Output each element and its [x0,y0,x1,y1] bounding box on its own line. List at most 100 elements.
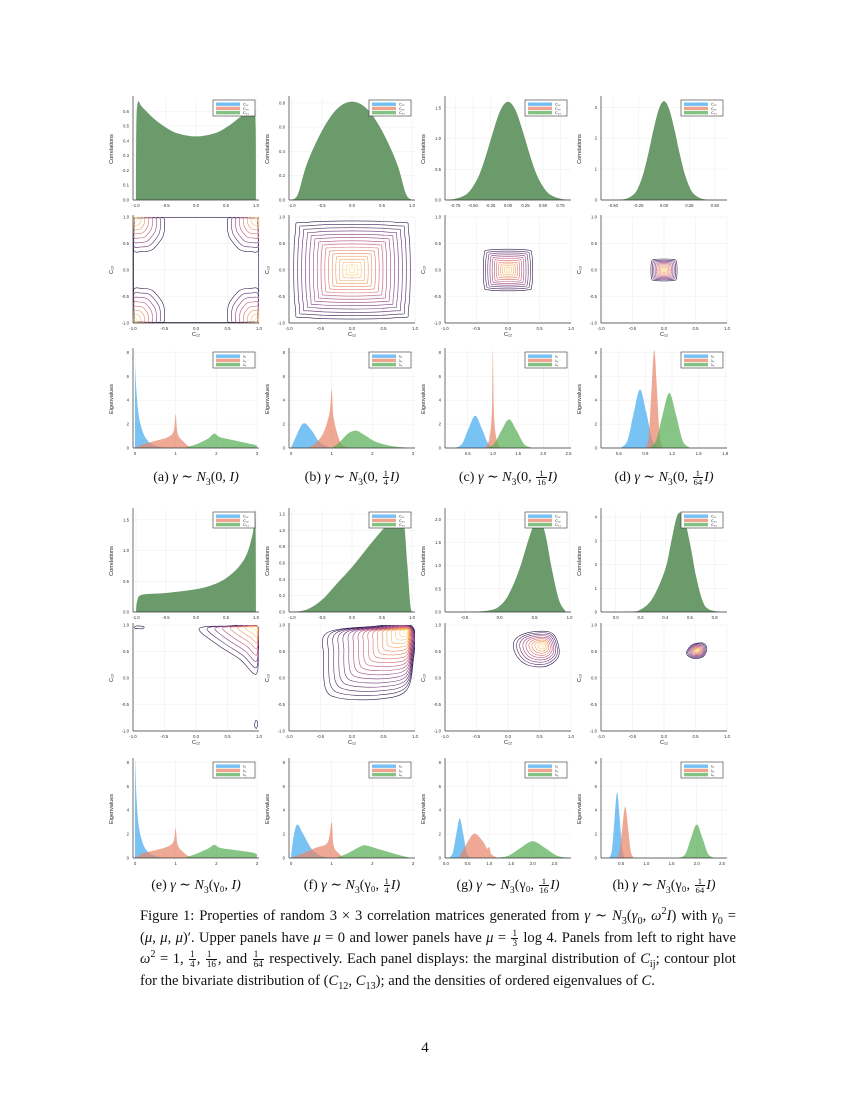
caption-fraction: 1 16 [536,467,547,488]
contour-line [133,310,145,323]
caption-covariance: I) [231,878,241,893]
legend-label: λ₂ [243,769,247,773]
x-tick-label: 0.0 [505,734,512,739]
caption-mean: (0, [672,470,692,485]
x-tick-label: 1.0 [724,326,731,331]
x-tick-label: -0.5 [161,734,169,739]
x-axis-label: C₁₂ [348,740,356,746]
legend-label: C₂₃ [243,111,249,115]
caption-subscript: 12 [338,980,349,992]
contour-line [133,314,142,323]
eigenvalue-density-2 [458,833,499,858]
x-tick-label: -1.0 [129,734,137,739]
contour-line [133,287,166,323]
y-tick-label: 2 [127,422,130,427]
caption-fraction: 1 64 [692,467,704,488]
caption-text: Figure 1: Properties of random 3 × 3 cor… [140,908,585,924]
y-tick-label: 0.6 [279,125,286,130]
x-tick-label: 0.0 [661,326,668,331]
x-tick-label: -0.5 [318,615,326,620]
y-tick-label: -0.5 [590,702,598,707]
legend-label: λ₂ [555,359,559,363]
caption-subscript: 3 [203,884,209,896]
caption-text: = [722,908,736,924]
x-tick-label: 0.0 [193,734,200,739]
x-tick-label: 1.8 [722,451,729,456]
contour-line [690,645,704,656]
y-tick-label: 2 [283,422,286,427]
x-tick-label: 0.5 [537,734,544,739]
correlation-density-area [136,101,256,200]
x-tick-label: 0.0 [349,203,356,208]
contour-line [652,259,676,281]
x-tick-label: -1.0 [132,615,140,620]
contour-line [244,626,259,638]
caption-mean: (0, [516,470,536,485]
plot-marks [292,101,412,200]
y-tick-label: 8 [595,760,598,765]
y-tick-label: 0.5 [591,241,598,246]
x-tick-label: 1.0 [409,615,416,620]
caption-text: ); and the densities of ordered eigenval… [375,972,642,989]
contour-line [540,643,545,648]
y-axis-label: Eigenvalues [109,794,115,824]
legend-swatch [372,102,396,106]
contour-line [504,266,512,274]
caption-superscript: 2 [661,906,667,918]
x-axis-label: C₁₂ [504,740,512,746]
eigenvalue-density-1 [135,364,168,448]
y-tick-label: 1.0 [279,528,286,533]
x-tick-label: 0.75 [556,203,565,208]
caption-math-symbol: C [641,972,652,989]
legend-swatch [372,522,396,527]
x-tick-label: 1.0 [724,734,731,739]
plot-marks [134,625,259,729]
y-axis-label: C₁₃ [421,674,427,682]
legend-label: C₂₃ [711,111,717,115]
x-tick-label: 1.0 [490,451,497,456]
legend-label: C₁₃ [555,107,561,111]
y-tick-label: 1.0 [279,215,286,220]
legend-label: C₂₃ [555,523,561,527]
y-axis-label: C₁₃ [577,266,583,274]
legend-label: C₂₃ [711,523,717,527]
y-tick-label: 0.5 [435,586,442,591]
y-tick-label: -0.5 [434,294,442,299]
caption-fraction: 1 16 [538,875,550,896]
x-tick-label: -1.0 [288,203,296,208]
caption-math-symbol: μ [175,929,183,946]
contour-line [686,642,708,659]
caption-math-symbol: γ [712,908,718,924]
y-tick-label: 4 [283,398,286,403]
caption-distribution: γ ∼ N [172,470,206,485]
caption-distribution: γ ∼ N [321,878,355,893]
legend-label: λ₃ [711,773,715,777]
contour-line [516,632,558,665]
caption-fraction: 1 64 [252,949,264,970]
y-tick-label: -0.5 [122,702,130,707]
x-tick-label: 0.0 [193,203,200,208]
eigenvalue-density-3 [335,845,411,858]
legend-swatch [216,362,240,367]
legend-swatch [372,518,396,523]
legend-swatch [684,106,708,111]
x-tick-label: -0.50 [468,203,478,208]
y-axis-label: Eigenvalues [109,384,115,414]
x-tick-label: -0.5 [473,734,481,739]
x-tick-label: 1.0 [568,734,575,739]
y-tick-label: 6 [439,784,442,789]
x-tick-label: -1.0 [597,734,605,739]
legend-swatch [684,518,708,523]
x-axis-label: C₁₂ [504,332,512,338]
legend-swatch [216,358,240,363]
contour-line [229,625,259,650]
x-tick-label: 0.5 [381,734,388,739]
y-tick-label: 4 [595,398,598,403]
y-axis-label: C₁₃ [109,674,115,682]
contour-line [342,625,414,684]
correlation-plot: -1.0 -0.5 0.0 0.5 1.0 0.0 0.2 0.4 0.6 0.8 1.0 1.2 Co… [265,508,416,620]
caption-subscript: 3 [621,915,627,927]
